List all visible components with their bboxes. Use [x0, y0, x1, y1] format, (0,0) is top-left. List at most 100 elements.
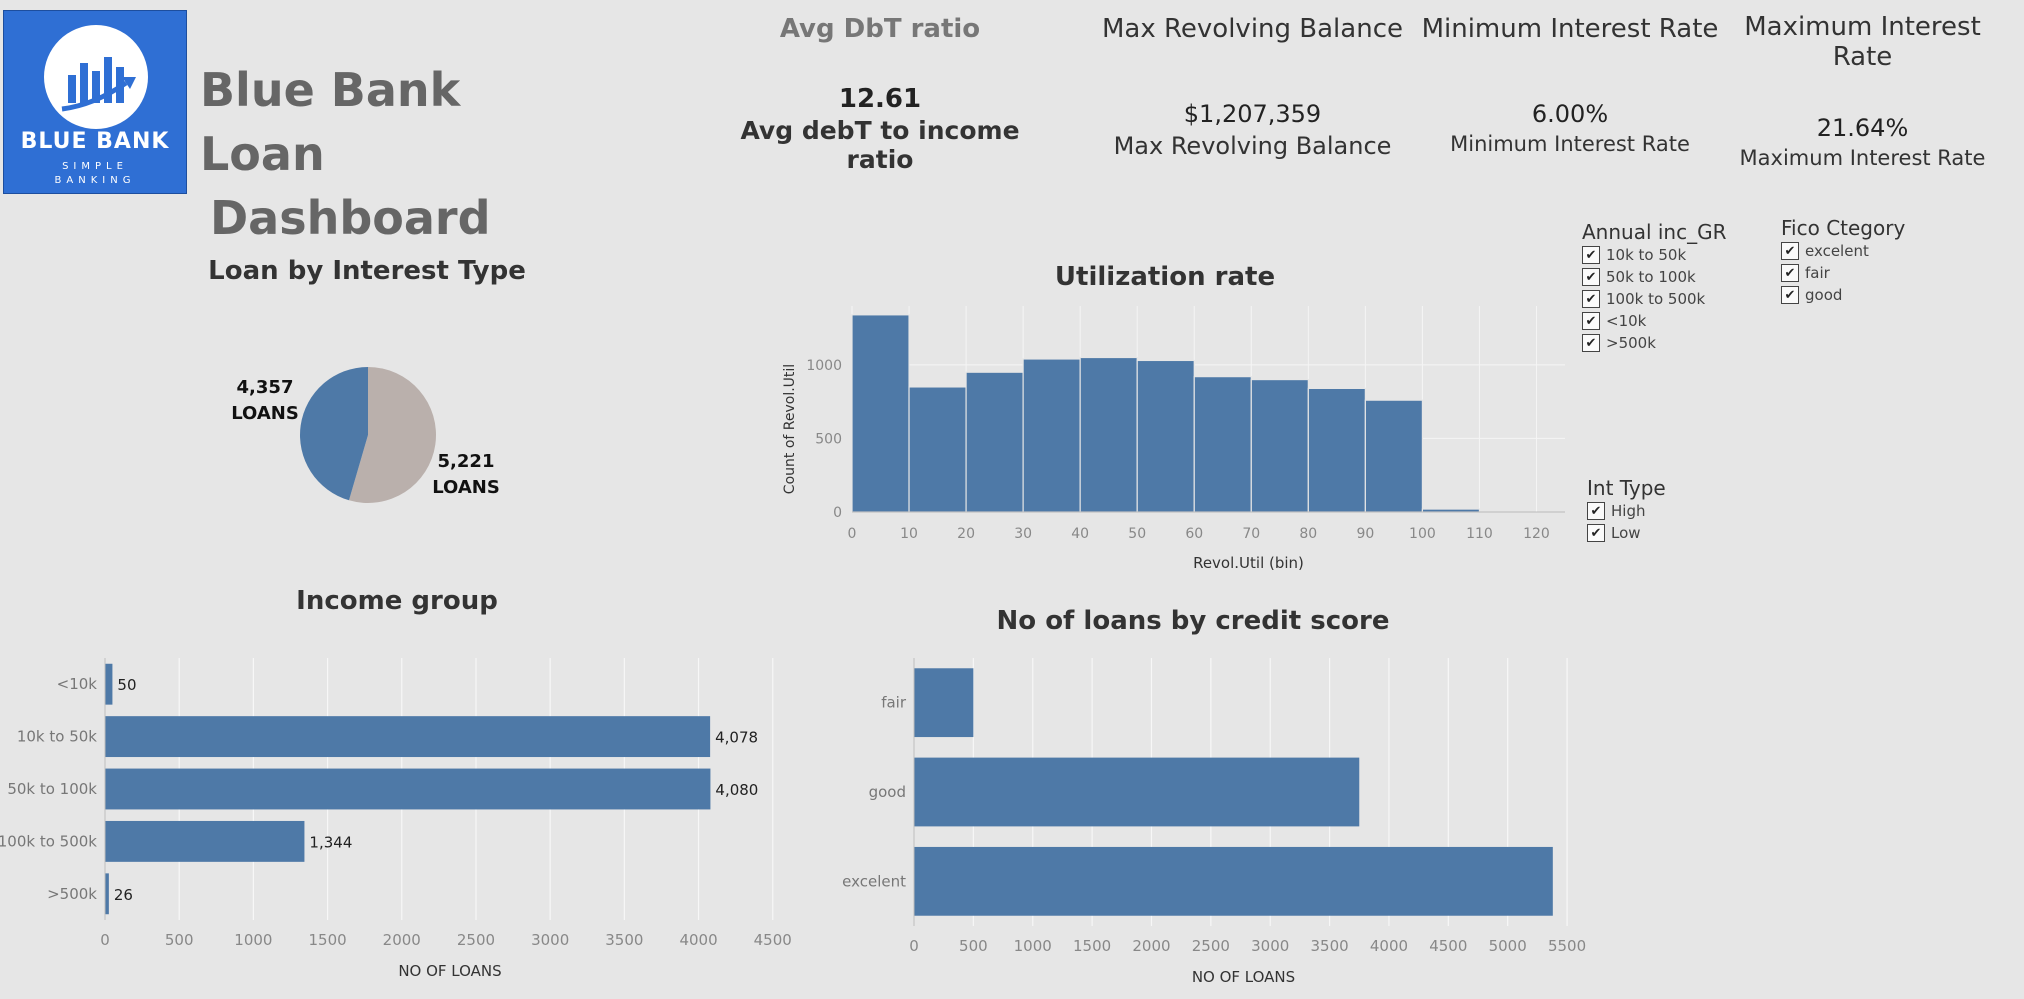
pie-chart: 4,357 LOANS 5,221 LOANS [231, 367, 500, 503]
income-chart-title: Income group [296, 586, 498, 616]
kpi-max-interest-rate: Maximum Interest Rate 21.64% Maximum Int… [1730, 12, 1995, 170]
bar[interactable] [105, 663, 113, 705]
credit-chart-title: No of loans by credit score [996, 606, 1390, 636]
x-tick-label: 1500 [308, 931, 346, 949]
histogram-bar[interactable] [1079, 356, 1138, 513]
checkbox-check-icon[interactable]: ✔ [1582, 334, 1600, 352]
filter-option-label: good [1805, 286, 1843, 304]
kpi-min-interest-rate: Minimum Interest Rate 6.00% Minimum Inte… [1420, 14, 1720, 156]
x-tick-label: 1000 [1014, 937, 1052, 955]
kpi-subtitle: Minimum Interest Rate [1450, 132, 1690, 156]
x-axis-label: Revol.Util (bin) [1193, 554, 1304, 572]
x-tick-label: 2000 [383, 931, 421, 949]
bar[interactable] [105, 873, 109, 915]
logo-tagline-2: BANKING [54, 175, 136, 186]
pie-slice-unit-label: LOANS [231, 403, 299, 424]
logo-tagline-1: SIMPLE [62, 161, 128, 172]
x-tick-label: 70 [1242, 526, 1260, 542]
y-axis-label: Count of Revol.Util [782, 364, 798, 494]
x-tick-label: 3500 [605, 931, 643, 949]
filter-option-label: <10k [1606, 312, 1647, 330]
histogram-title: Utilization rate [1054, 262, 1276, 292]
histogram-bar[interactable] [908, 386, 967, 513]
income-group-chart: 0 500 1000 1500 2000 2500 3000 3500 4000 4500 <10k… [0, 658, 792, 980]
x-tick-label: 500 [959, 937, 988, 955]
kpi-subtitle: Maximum Interest Rate [1739, 146, 1986, 170]
bar[interactable] [105, 820, 305, 862]
x-tick-label: 4000 [679, 931, 717, 949]
filter-option[interactable]: ✔ excelent [1781, 240, 1961, 262]
pie-chart-title: Loan by Interest Type [208, 256, 526, 286]
x-tick-label: 0 [909, 937, 919, 955]
bank-logo: BLUE BANK SIMPLE BANKING [3, 10, 187, 194]
filter-option[interactable]: ✔ Low [1587, 522, 1737, 544]
dashboard-title-line-2: Dashboard [210, 191, 491, 245]
dashboard-title: Blue Bank Loan Dashboard [200, 58, 600, 250]
bar-value-label: 4,080 [715, 781, 758, 799]
bar-value-label: 50 [117, 676, 136, 694]
filter-option-label: fair [1805, 264, 1830, 282]
x-tick-label: 110 [1466, 526, 1493, 542]
filter-option[interactable]: ✔ High [1587, 500, 1737, 522]
histogram-bar[interactable] [1022, 358, 1081, 513]
histogram-bar[interactable] [851, 314, 910, 513]
logo-name: BLUE BANK [20, 129, 170, 154]
checkbox-check-icon[interactable]: ✔ [1587, 502, 1605, 520]
filter-option-label: 100k to 500k [1606, 290, 1706, 308]
checkbox-check-icon[interactable]: ✔ [1582, 268, 1600, 286]
checkbox-check-icon[interactable]: ✔ [1582, 246, 1600, 264]
checkbox-check-icon[interactable]: ✔ [1587, 524, 1605, 542]
x-axis-label: NO OF LOANS [1192, 968, 1295, 986]
checkbox-check-icon[interactable]: ✔ [1781, 242, 1799, 260]
filter-int-type: Int Type ✔ High ✔ Low [1587, 476, 1737, 544]
filter-option-label: High [1611, 502, 1646, 520]
x-tick-label: 60 [1185, 526, 1203, 542]
bar[interactable] [105, 768, 711, 810]
x-tick-label: 4500 [754, 931, 792, 949]
category-label: 10k to 50k [17, 728, 97, 746]
bar[interactable] [914, 757, 1360, 827]
x-tick-label: 3000 [1251, 937, 1289, 955]
filter-option-label: 10k to 50k [1606, 246, 1687, 264]
bar-chart-arrow-icon [61, 57, 136, 112]
x-tick-label: 10 [900, 526, 918, 542]
x-tick-label: 3500 [1310, 937, 1348, 955]
filter-option[interactable]: ✔ <10k [1582, 310, 1762, 332]
pie-slice[interactable] [348, 367, 436, 503]
filter-option[interactable]: ✔ good [1781, 284, 1961, 306]
x-tick-label: 80 [1299, 526, 1317, 542]
kpi-value: 21.64% [1816, 114, 1909, 142]
histogram-bar[interactable] [965, 371, 1024, 513]
y-tick-label: 1000 [806, 358, 842, 374]
checkbox-check-icon[interactable]: ✔ [1582, 290, 1600, 308]
x-tick-label: 20 [957, 526, 975, 542]
histogram-bar[interactable] [1307, 387, 1366, 513]
histogram-bar[interactable] [1364, 399, 1423, 513]
filter-option-label: excelent [1805, 242, 1869, 260]
checkbox-check-icon[interactable]: ✔ [1781, 264, 1799, 282]
utilization-histogram: 0 10 20 30 40 50 60 70 80 90 100 110 120 0 500 1000 Revo… [782, 306, 1565, 572]
histogram-bar[interactable] [1250, 378, 1309, 513]
bar[interactable] [914, 846, 1553, 916]
kpi-avg-dti: Avg DbT ratio 12.61 Avg debT to income r… [720, 14, 1040, 174]
filter-option[interactable]: ✔ 10k to 50k [1582, 244, 1762, 266]
checkbox-check-icon[interactable]: ✔ [1582, 312, 1600, 330]
checkbox-check-icon[interactable]: ✔ [1781, 286, 1799, 304]
x-tick-label: 40 [1071, 526, 1089, 542]
kpi-subtitle: Max Revolving Balance [1113, 132, 1392, 160]
histogram-bar[interactable] [1136, 359, 1195, 513]
bar[interactable] [105, 716, 711, 758]
bar[interactable] [914, 668, 974, 738]
x-tick-label: 50 [1128, 526, 1146, 542]
x-tick-label: 5000 [1489, 937, 1527, 955]
filter-option[interactable]: ✔ fair [1781, 262, 1961, 284]
filter-option[interactable]: ✔ 100k to 500k [1582, 288, 1762, 310]
dashboard-title-line-1: Blue Bank Loan [200, 63, 461, 181]
filter-option[interactable]: ✔ >500k [1582, 332, 1762, 354]
histogram-bar[interactable] [1193, 376, 1252, 513]
bar-value-label: 1,344 [309, 833, 352, 851]
pie-slice[interactable] [300, 367, 368, 501]
kpi-header: Max Revolving Balance [1102, 14, 1403, 44]
filter-option[interactable]: ✔ 50k to 100k [1582, 266, 1762, 288]
x-tick-label: 500 [165, 931, 194, 949]
